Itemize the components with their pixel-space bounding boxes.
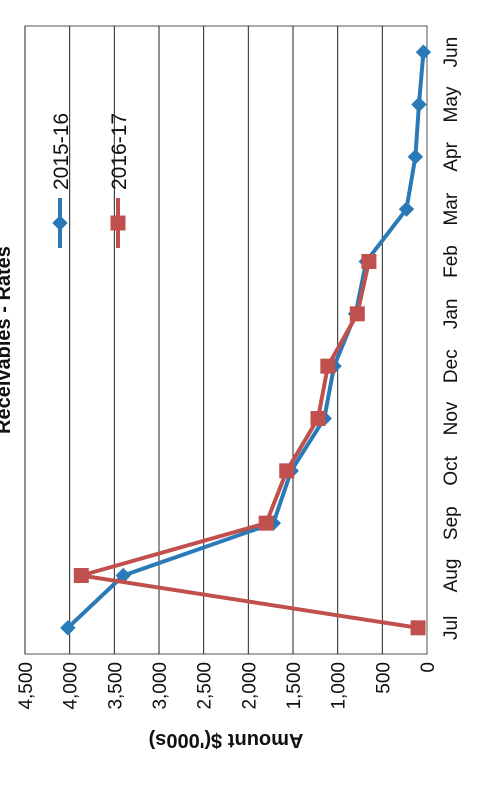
x-tick-label: Aug [441,559,462,593]
x-tick-label: Jul [441,616,462,640]
series-layer [60,44,432,636]
x-tick-label: Jun [441,37,462,68]
legend-label: 2015-16 [50,113,73,190]
data-point [410,620,426,636]
y-tick-label: 0 [418,662,439,673]
data-point [310,411,326,426]
x-tick-label: Jan [441,299,462,330]
plot-area [24,25,428,655]
x-tick-label: Sep [441,506,462,540]
x-tick-label: Feb [441,245,462,278]
data-point [110,215,126,231]
x-tick-label: Dec [441,349,462,383]
y-tick-label: 500 [373,662,394,694]
series-line [79,261,419,630]
data-point [279,463,295,479]
x-tick-label: Apr [441,141,462,171]
y-tick-label: 2,500 [195,662,216,710]
data-point [407,149,424,165]
data-point [60,620,76,636]
y-tick-label: 3,500 [105,662,126,710]
series-2016-17 [73,254,426,636]
data-point [320,358,336,374]
y-axis-title: Amount $('000s) [149,729,304,751]
legend-item: 2015-16 [50,113,73,248]
data-point [361,254,377,269]
data-point [398,201,415,217]
legend: 2015-16 2016-17 [50,113,131,248]
y-tick-label: 3,000 [150,662,171,710]
y-tick-label: 4,000 [61,662,82,710]
x-tick-label: Nov [441,401,462,435]
x-axis-ticks: Jul Aug Sep Oct Nov Dec Jan Feb Mar Apr May Jun [441,37,462,640]
data-point [258,515,274,531]
y-tick-label: 1,500 [284,662,305,710]
y-tick-label: 2,000 [239,662,260,710]
legend-label: 2016-17 [108,113,131,190]
y-axis-ticks: 0 500 1,000 1,500 2,000 2,500 3,000 3,500 4,000 4… [16,662,439,710]
data-point [411,96,427,113]
data-point [52,215,68,231]
data-point [349,306,365,322]
x-tick-label: Oct [441,455,462,485]
y-tick-label: 1,000 [329,662,350,710]
y-tick-label: 4,500 [16,662,37,710]
x-tick-label: Mar [441,192,462,225]
chart-title: Receivables - Rates [0,246,15,434]
data-point [415,44,432,60]
data-point [73,568,89,583]
x-tick-label: May [441,86,462,122]
legend-item: 2016-17 [108,113,131,248]
